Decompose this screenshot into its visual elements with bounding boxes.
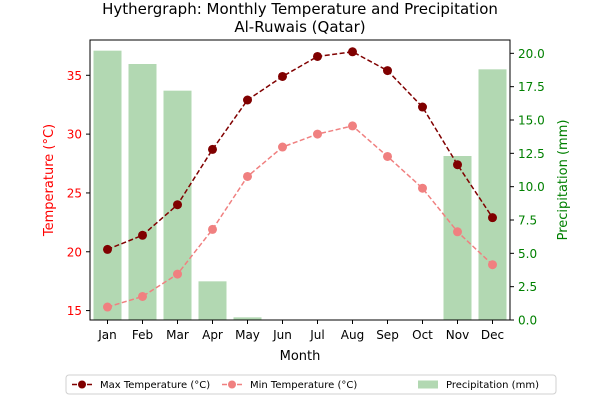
legend-label: Precipitation (mm) xyxy=(446,380,539,391)
chart-legend: Max Temperature (°C) Min Temperature (°C)… xyxy=(65,374,557,395)
x-tick-label-may: May xyxy=(235,328,260,342)
y-tick-label-right: 10.0 xyxy=(518,180,545,194)
y-tick-label-right: 5.0 xyxy=(518,247,537,261)
min-temp-point-oct xyxy=(418,183,427,193)
max-temp-point-mar xyxy=(173,200,182,210)
y-axis-label-left: Temperature (°C) xyxy=(42,124,57,237)
min-temp-point-jun xyxy=(278,142,287,152)
y-tick-label-right: 15.0 xyxy=(518,114,545,128)
min-temp-point-sep xyxy=(383,151,392,161)
min-temp-point-jul xyxy=(313,129,322,139)
x-tick-label-sep: Sep xyxy=(376,328,399,342)
chart-subtitle: Al-Ruwais (Qatar) xyxy=(234,18,365,36)
y-tick-label-left: 25 xyxy=(67,186,82,200)
min-temp-point-nov xyxy=(453,227,462,237)
x-tick-label-feb: Feb xyxy=(132,328,153,342)
max-temp-point-aug xyxy=(348,47,357,57)
x-tick-label-mar: Mar xyxy=(166,328,189,342)
x-tick-label-oct: Oct xyxy=(412,328,433,342)
legend-bar-swatch xyxy=(418,380,438,389)
max-temp-point-nov xyxy=(453,160,462,170)
legend-marker-swatch xyxy=(78,380,86,389)
x-axis-label: Month xyxy=(280,349,321,364)
precipitation-bars xyxy=(93,50,507,321)
x-tick-label-jan: Jan xyxy=(97,328,117,342)
x-tick-label-jul: Jul xyxy=(309,328,324,342)
y-tick-label-right: 2.5 xyxy=(518,280,537,294)
min-temp-point-dec xyxy=(488,260,497,270)
y-tick-label-right: 17.5 xyxy=(518,80,545,94)
precip-bar-feb xyxy=(128,64,157,320)
x-tick-label-jun: Jun xyxy=(272,328,292,342)
x-tick-label-nov: Nov xyxy=(446,328,469,342)
y-tick-label-right: 7.5 xyxy=(518,214,537,228)
legend-label: Min Temperature (°C) xyxy=(250,380,357,391)
min-temp-point-feb xyxy=(138,291,147,301)
min-temp-point-mar xyxy=(173,269,182,279)
max-temp-point-may xyxy=(243,95,252,105)
min-temp-point-apr xyxy=(208,224,217,234)
precip-bar-may xyxy=(233,317,262,320)
x-tick-label-apr: Apr xyxy=(202,328,223,342)
min-temp-point-aug xyxy=(348,121,357,131)
max-temp-point-jan xyxy=(103,244,112,254)
max-temp-point-jun xyxy=(278,71,287,81)
y-tick-label-left: 30 xyxy=(67,128,82,142)
temperature-lines xyxy=(103,47,497,312)
chart-title: Hythergraph: Monthly Temperature and Pre… xyxy=(102,0,498,18)
max-temp-point-dec xyxy=(488,213,497,223)
max-temp-point-jul xyxy=(313,51,322,61)
min-temp-point-jan xyxy=(103,302,112,312)
legend-label: Max Temperature (°C) xyxy=(100,380,210,391)
max-temp-point-apr xyxy=(208,144,217,154)
precip-bar-apr xyxy=(198,281,227,320)
chart-axes: Jan Feb Mar Apr May Jun Jul Aug Sep Oct Nov Dec 15 20… xyxy=(67,39,545,342)
precip-bar-nov xyxy=(443,156,472,320)
y-tick-label-right: 0.0 xyxy=(518,314,537,328)
plot-frame xyxy=(89,39,511,321)
max-temp-point-sep xyxy=(383,66,392,76)
legend-box xyxy=(65,374,557,395)
x-tick-label-dec: Dec xyxy=(481,328,504,342)
y-axis-label-right: Precipitation (mm) xyxy=(556,120,571,241)
series-line-max-temp xyxy=(107,50,494,251)
max-temp-point-feb xyxy=(138,230,147,240)
legend-marker-swatch xyxy=(228,380,236,389)
min-temp-point-may xyxy=(243,171,252,181)
precip-bar-dec xyxy=(478,69,507,320)
y-tick-label-left: 35 xyxy=(67,69,82,83)
precip-bar-jan xyxy=(93,50,122,321)
x-tick-label-aug: Aug xyxy=(341,328,364,342)
y-tick-label-left: 15 xyxy=(67,304,82,318)
y-tick-label-right: 20.0 xyxy=(518,47,545,61)
series-line-min-temp xyxy=(107,125,494,308)
y-tick-label-right: 12.5 xyxy=(518,147,545,161)
y-tick-label-left: 20 xyxy=(67,245,82,259)
max-temp-point-oct xyxy=(418,102,427,112)
